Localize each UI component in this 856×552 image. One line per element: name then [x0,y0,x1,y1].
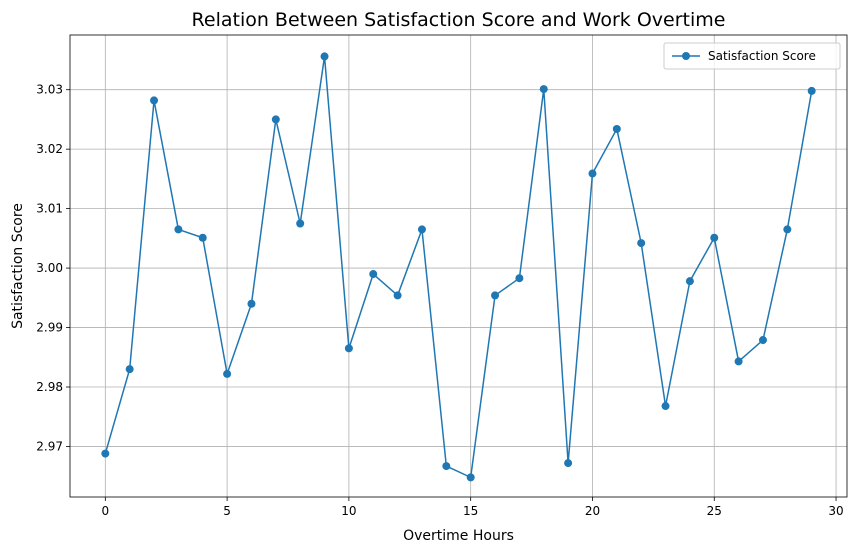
y-tick-label: 3.01 [36,202,63,216]
data-point [466,473,475,482]
data-point [661,402,670,411]
legend-marker-swatch [682,52,690,60]
data-point [612,124,621,133]
data-point [223,369,232,378]
y-tick-label: 2.99 [36,321,63,335]
data-point [807,86,816,95]
data-point [539,85,548,94]
data-point [637,239,646,248]
data-point [393,291,402,300]
data-point [320,52,329,61]
data-point [758,336,767,345]
y-tick-label: 3.03 [36,83,63,97]
legend: Satisfaction Score [663,42,841,70]
data-point [198,233,207,242]
x-axis-label: Overtime Hours [403,528,514,544]
data-point [101,449,110,458]
data-point [150,96,159,105]
x-tick-label: 15 [463,504,478,518]
x-tick-label: 10 [341,504,356,518]
plot-area-frame [69,34,848,498]
data-point [344,344,353,353]
data-point [247,299,256,308]
data-point [174,225,183,234]
legend-entry-label: Satisfaction Score [708,49,816,63]
chart-title: Relation Between Satisfaction Score and … [192,9,726,31]
series-line [104,55,813,479]
x-tick-label: 20 [585,504,600,518]
data-point [564,459,573,468]
data-point [710,233,719,242]
data-point [442,462,451,471]
y-tick-label: 3.02 [36,142,63,156]
x-tick-label: 0 [101,504,109,518]
x-tick-label: 25 [707,504,722,518]
y-axis-ticks: 2.97 2.98 2.99 3.00 3.01 3.02 3.03 [36,83,70,453]
legend-box [663,42,841,70]
y-axis-label: Satisfaction Score [10,203,26,329]
grid-lines [70,35,847,497]
data-point [588,169,597,178]
y-tick-label: 2.98 [36,380,63,394]
data-point [125,365,134,374]
data-point [783,225,792,234]
data-point [417,225,426,234]
series-group [101,52,816,482]
data-point [296,219,305,228]
data-point [491,291,500,300]
data-point [271,115,280,124]
x-axis-ticks: 0 5 10 15 20 25 30 [101,497,844,518]
data-point [685,277,694,286]
x-tick-label: 30 [828,504,843,518]
data-point [369,270,378,279]
x-tick-label: 5 [223,504,231,518]
data-point [515,274,524,283]
y-tick-label: 2.97 [36,439,63,453]
y-tick-label: 3.00 [36,261,63,275]
data-point [734,357,743,366]
